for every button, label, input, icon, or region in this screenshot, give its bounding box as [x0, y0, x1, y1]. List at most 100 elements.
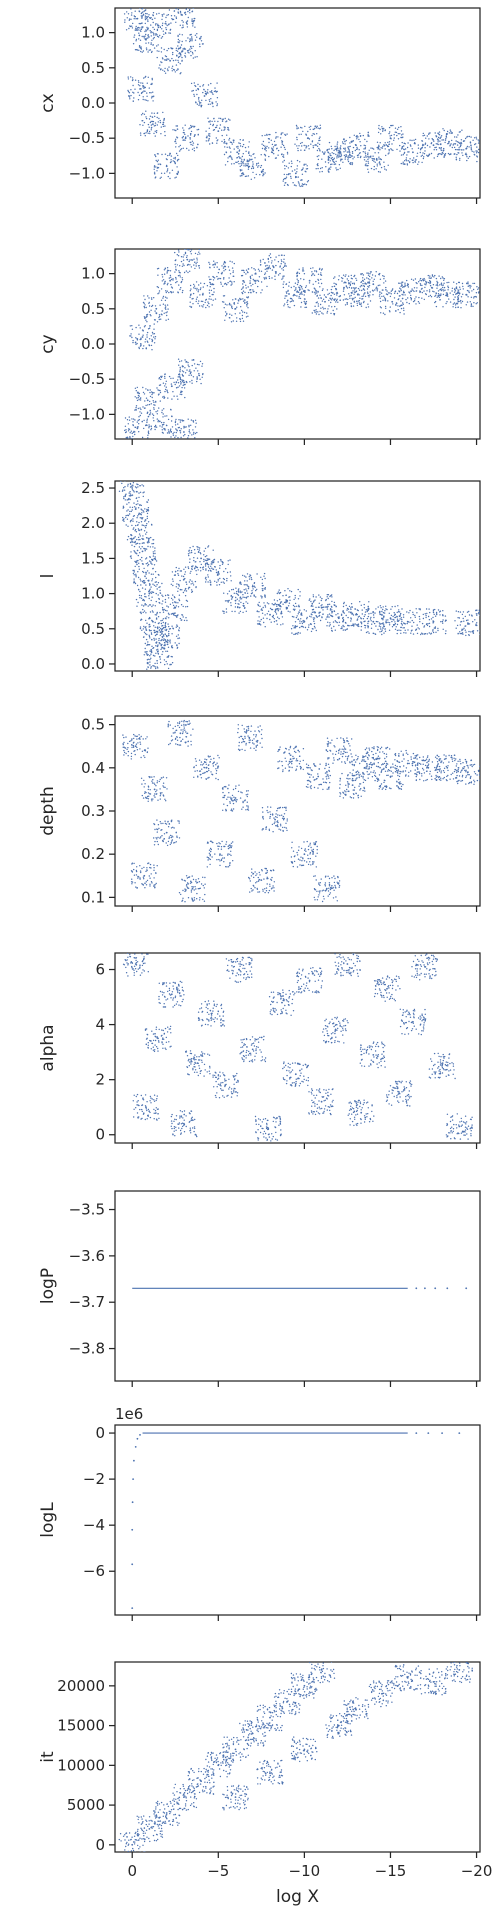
data-point: [162, 416, 164, 418]
data-point: [129, 98, 131, 100]
data-point: [137, 542, 139, 545]
data-point: [149, 556, 151, 558]
data-point: [177, 12, 180, 14]
data-point: [146, 633, 148, 636]
data-point: [367, 278, 370, 280]
data-point: [264, 614, 266, 616]
data-point: [344, 140, 346, 143]
data-point: [187, 10, 189, 13]
data-point: [211, 567, 213, 569]
data-point: [150, 297, 153, 299]
data-point: [214, 580, 216, 582]
data-point: [154, 581, 156, 583]
data-point: [226, 304, 228, 306]
data-point: [379, 149, 381, 151]
data-point: [174, 441, 175, 442]
data-point: [229, 571, 231, 573]
data-point: [193, 258, 195, 260]
data-point: [155, 312, 158, 314]
data-point: [146, 440, 147, 441]
data-point: [350, 281, 352, 283]
data-point: [192, 429, 194, 431]
data-point: [358, 149, 360, 151]
data-point: [246, 160, 248, 163]
data-point: [136, 500, 139, 502]
data-point: [227, 282, 229, 284]
data-point: [384, 305, 387, 308]
data-point: [383, 275, 385, 278]
data-point: [282, 161, 284, 163]
data-point: [130, 485, 133, 487]
data-point: [317, 303, 319, 305]
data-point: [166, 650, 169, 652]
data-point: [180, 287, 182, 289]
data-point: [212, 93, 214, 96]
data-point: [164, 296, 167, 298]
data-point: [423, 298, 425, 301]
data-point: [158, 639, 160, 642]
data-point: [366, 288, 369, 290]
data-point: [175, 125, 177, 127]
data-point: [196, 287, 198, 290]
data-point: [181, 60, 183, 62]
data-point: [166, 267, 169, 269]
data-point: [136, 562, 138, 564]
data-point: [378, 156, 380, 158]
data-point: [185, 256, 188, 259]
data-point: [129, 498, 131, 501]
data-point: [129, 432, 131, 434]
data-point: [313, 274, 316, 276]
data-point: [190, 54, 192, 57]
data-point: [197, 569, 199, 571]
data-point: [245, 273, 247, 275]
data-point: [136, 338, 138, 340]
data-point: [212, 549, 214, 551]
data-point: [166, 68, 169, 70]
data-point: [336, 145, 338, 147]
data-point: [286, 292, 288, 294]
data-point: [188, 149, 190, 151]
data-point: [146, 13, 148, 15]
data-point: [331, 156, 333, 159]
data-point: [311, 291, 314, 293]
data-point: [399, 144, 401, 147]
data-point: [454, 143, 456, 145]
data-point: [193, 93, 195, 96]
data-point: [157, 293, 159, 295]
data-point: [264, 594, 266, 597]
data-point: [194, 287, 196, 290]
data-point: [392, 149, 394, 152]
data-point: [198, 104, 200, 107]
data-point: [314, 291, 316, 294]
data-point: [421, 145, 424, 147]
data-point: [196, 261, 198, 263]
data-point: [300, 292, 302, 294]
data-point: [142, 124, 144, 127]
data-point: [327, 293, 329, 296]
data-point: [139, 88, 141, 90]
data-point: [196, 377, 198, 379]
data-point: [376, 288, 378, 290]
data-point: [463, 140, 466, 142]
data-point: [181, 373, 183, 376]
data-point: [296, 165, 299, 167]
data-point: [402, 303, 404, 305]
data-point: [129, 556, 132, 558]
data-point: [135, 18, 137, 20]
data-point: [197, 88, 199, 90]
data-point: [142, 50, 145, 52]
data-point: [167, 606, 170, 608]
data-point: [145, 117, 148, 120]
data-point: [187, 264, 189, 266]
data-point: [444, 141, 446, 144]
data-point: [124, 19, 126, 21]
data-point: [375, 168, 377, 170]
data-point: [299, 142, 302, 145]
data-point: [242, 300, 245, 302]
data-point: [242, 283, 244, 285]
data-point: [149, 591, 151, 593]
data-point: [311, 274, 313, 277]
data-point: [319, 167, 322, 170]
data-point: [144, 527, 147, 529]
data-point: [236, 157, 238, 159]
